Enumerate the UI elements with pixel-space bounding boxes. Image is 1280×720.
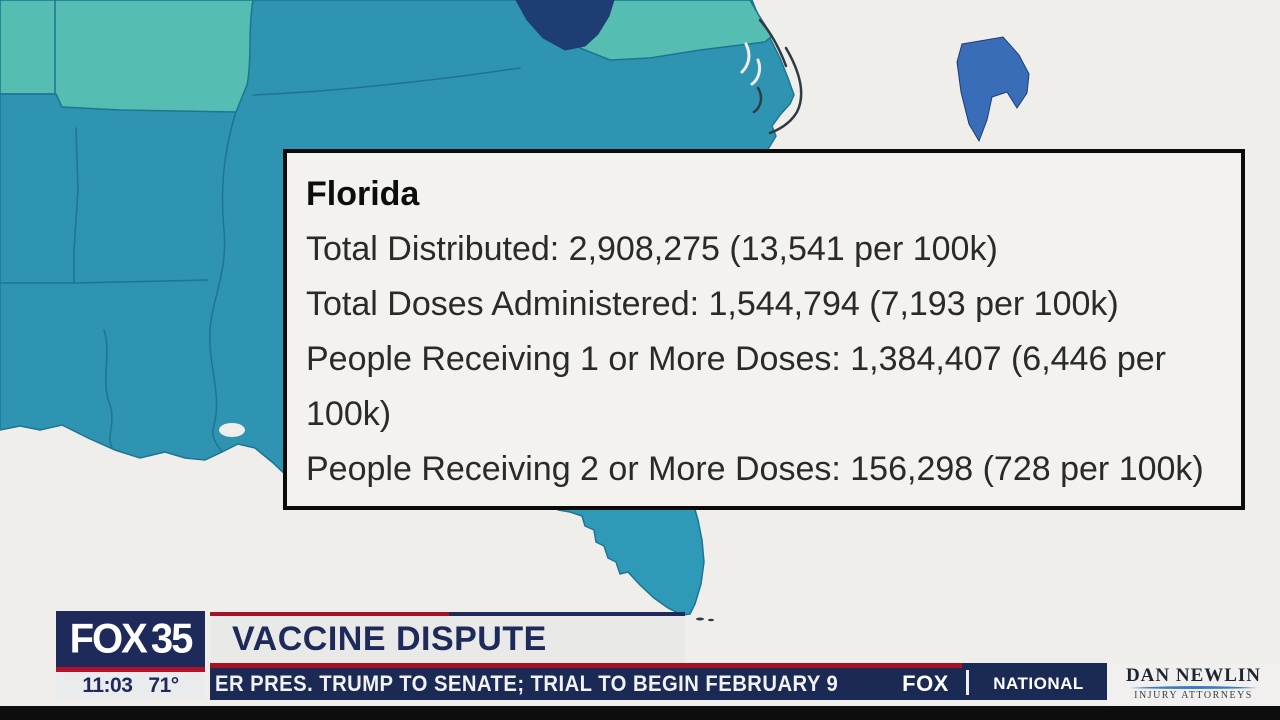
ticker-divider — [966, 670, 969, 695]
outer-banks-coastline — [752, 18, 803, 135]
chesapeake-inlets — [740, 42, 762, 86]
state-florida[interactable] — [554, 505, 705, 616]
headline-text: VACCINE DISPUTE — [232, 620, 547, 658]
clock-time: 11:03 — [82, 673, 133, 697]
ticker-headline-text: ER PRES. TRUMP TO SENATE; TRIAL TO BEGIN… — [215, 671, 839, 696]
headline-top-border-red — [210, 612, 449, 616]
headline-top-border — [210, 612, 685, 616]
time-temperature-strip: 11:03 71° — [56, 672, 205, 699]
sponsor-swoosh-underline — [1129, 686, 1258, 689]
ticker-category-label: NATIONAL — [993, 674, 1084, 693]
delta-inlet — [219, 423, 245, 437]
tooltip-stat-one-dose: People Receiving 1 or More Doses: 1,384,… — [306, 340, 1166, 433]
tooltip-stat-distributed: Total Distributed: 2,908,275 (13,541 per… — [306, 230, 998, 268]
station-logo-underline — [56, 667, 205, 672]
letterbox-bottom-bar — [0, 706, 1280, 720]
sponsor-box: DAN NEWLIN INJURY ATTORNEYS — [1107, 663, 1280, 705]
station-logo: FOX 35 — [56, 611, 205, 667]
map-tooltip: Florida Total Distributed: 2,908,275 (13… — [283, 149, 1245, 510]
station-logo-fox: FOX — [69, 615, 148, 662]
state-missouri-kansas[interactable] — [0, 0, 254, 113]
sponsor-name: DAN NEWLIN — [1125, 665, 1262, 686]
tooltip-state-name: Florida — [306, 175, 420, 213]
tooltip-stat-administered: Total Doses Administered: 1,544,794 (7,1… — [306, 285, 1119, 323]
station-logo-number: 35 — [150, 615, 193, 662]
headline-banner: VACCINE DISPUTE — [210, 612, 685, 663]
ticker-top-border-navy — [962, 663, 1107, 668]
state-borders-rivers — [0, 67, 521, 453]
tooltip-stat-two-doses: People Receiving 2 or More Doses: 156,29… — [306, 450, 1204, 488]
temperature: 71° — [148, 673, 179, 697]
ticker-top-border-red — [210, 663, 962, 668]
headline-top-border-navy — [449, 612, 685, 616]
sponsor-tagline: INJURY ATTORNEYS — [1134, 690, 1253, 701]
ticker-network-logo: FOX — [902, 671, 949, 696]
news-ticker: ER PRES. TRUMP TO SENATE; TRIAL TO BEGIN… — [210, 663, 1107, 700]
state-border-kansas — [0, 0, 56, 95]
florida-keys-island — [708, 618, 714, 622]
state-west-virginia[interactable] — [515, 0, 615, 51]
state-delaware[interactable] — [956, 36, 1030, 143]
florida-keys-island — [696, 617, 704, 621]
